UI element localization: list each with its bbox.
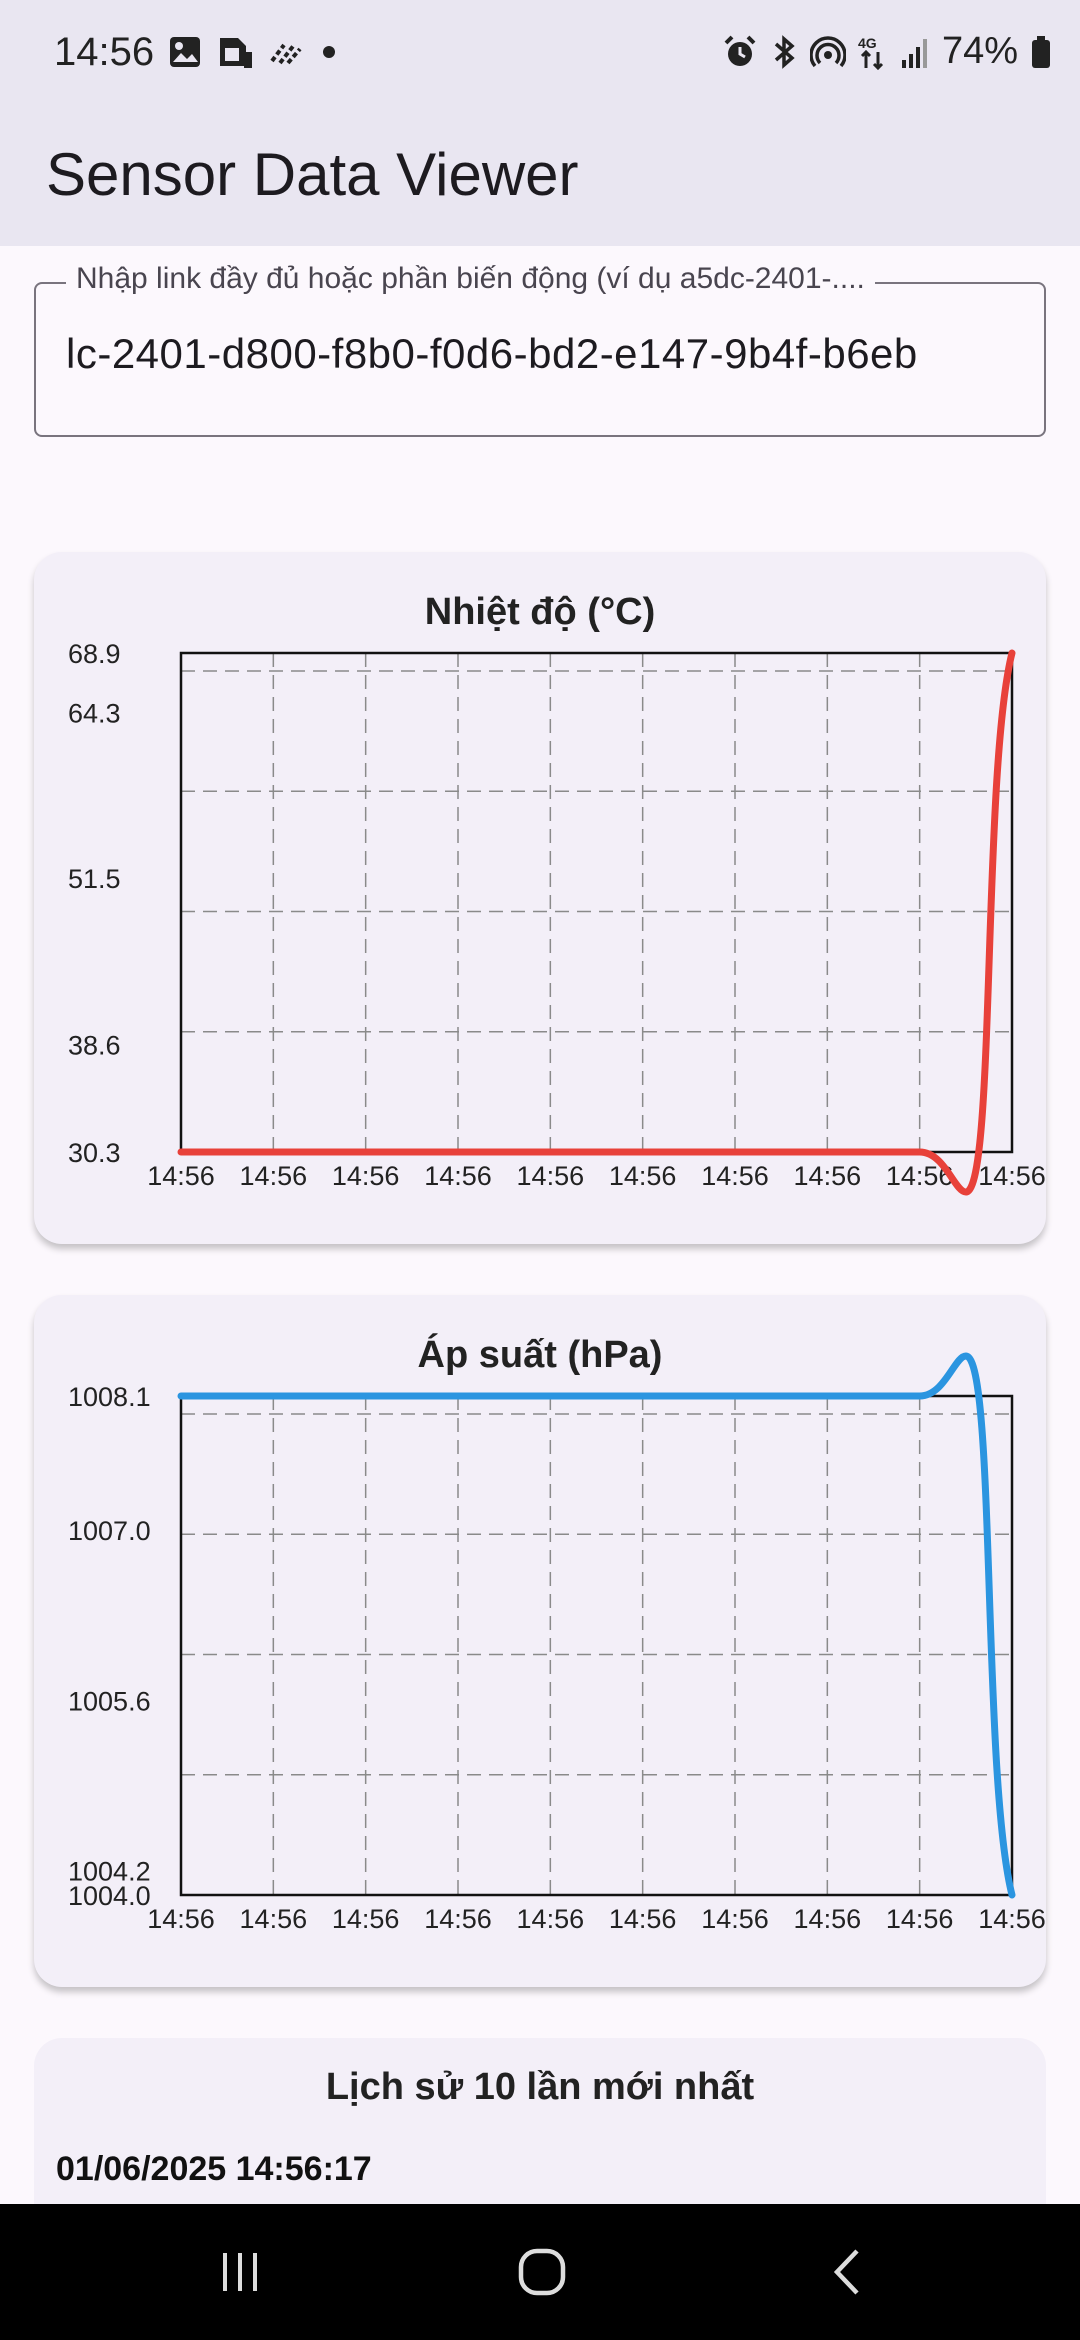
back-button[interactable]: [808, 2242, 888, 2302]
pressure-series-line: [177, 1352, 1016, 1899]
pressure-xtick-label: 14:56: [978, 1904, 1046, 1934]
pressure-ytick-label: 1004.0: [68, 1881, 151, 1911]
pressure-xtick-label: 14:56: [886, 1904, 954, 1934]
home-button[interactable]: [502, 2242, 582, 2302]
pressure-xtick-label: 14:56: [701, 1904, 769, 1934]
temperature-ytick-label: 64.3: [68, 698, 121, 728]
temperature-plot-border: [179, 651, 1014, 1154]
status-time: 14:56: [54, 30, 155, 74]
pressure-xtick-label: 14:56: [794, 1904, 862, 1934]
temperature-xtick-label: 14:56: [794, 1161, 862, 1191]
signal-icon: [901, 38, 927, 68]
status-left-icons: [168, 34, 340, 70]
data-saver-icon: [270, 43, 302, 65]
temperature-chart-card: Nhiệt độ (°C) 68.9 64.3 51.5 38.6 30.3 14:56 1…: [34, 552, 1046, 1244]
link-input-value[interactable]: lc-2401-d800-f8b0-f0d6-bd2-e147-9b4f-b6e…: [66, 330, 918, 377]
pressure-ytick-label: 1007.0: [68, 1516, 151, 1546]
image-icon: [170, 37, 200, 67]
temperature-series-line: [177, 649, 1016, 1196]
alarm-icon: [724, 35, 756, 66]
temperature-ytick-label: 30.3: [68, 1138, 121, 1168]
bluetooth-icon: [774, 34, 795, 69]
temperature-xtick-label: 14:56: [517, 1161, 585, 1191]
temperature-xtick-label: 14:56: [240, 1161, 308, 1191]
pressure-xtick-label: 14:56: [147, 1904, 215, 1934]
back-icon: [833, 2249, 859, 2295]
pressure-xtick-label: 14:56: [240, 1904, 308, 1934]
svg-text:4G: 4G: [858, 35, 877, 51]
pressure-ytick-label: 1008.1: [68, 1382, 151, 1412]
recent-apps-button[interactable]: [200, 2242, 280, 2302]
temperature-ytick-label: 68.9: [68, 639, 121, 669]
temperature-grid: [181, 653, 1012, 1152]
navigation-bar: [0, 2204, 1080, 2340]
history-entry: 01/06/2025 14:56:17: [56, 2150, 372, 2188]
pressure-xtick-label: 14:56: [332, 1904, 400, 1934]
temperature-xtick-label: 14:56: [332, 1161, 400, 1191]
sim-card-icon: [220, 38, 252, 68]
dot-icon: [323, 46, 335, 58]
temperature-xtick-label: 14:56: [978, 1161, 1046, 1191]
temperature-ytick-label: 51.5: [68, 864, 121, 894]
battery-percent: 74%: [941, 30, 1018, 72]
pressure-chart: Áp suất (hPa) 1008.1 1007.0 1005.6 1004.210…: [68, 1332, 1046, 1934]
link-input-field[interactable]: Nhập link đầy đủ hoặc phần biến động (ví…: [34, 262, 1046, 437]
home-icon: [518, 2248, 566, 2296]
temperature-xtick-label: 14:56: [147, 1161, 215, 1191]
temperature-ytick-label: 38.6: [68, 1031, 121, 1061]
link-input-label: Nhập link đầy đủ hoặc phần biến động (ví…: [66, 262, 875, 296]
temperature-chart: Nhiệt độ (°C) 68.9 64.3 51.5 38.6 30.3 14:56 1…: [68, 591, 1046, 1196]
pressure-ytick-label: 1005.6: [68, 1686, 151, 1716]
page-title: Sensor Data Viewer: [46, 141, 579, 208]
hotspot-icon: [809, 35, 846, 67]
app-bar: Sensor Data Viewer: [0, 112, 1080, 246]
history-title: Lịch sử 10 lần mới nhất: [325, 2066, 755, 2108]
network-4g-icon: 4G: [858, 35, 883, 70]
pressure-chart-title: Áp suất (hPa): [418, 1332, 663, 1376]
pressure-ytick-label: 1004.2: [68, 1857, 151, 1887]
temperature-xtick-label: 14:56: [609, 1161, 677, 1191]
status-right: 4G 74%: [722, 30, 1052, 73]
pressure-grid: [181, 1396, 1012, 1895]
temperature-xtick-label: 14:56: [701, 1161, 769, 1191]
temperature-chart-title: Nhiệt độ (°C): [425, 591, 656, 633]
recent-apps-icon: [223, 2253, 257, 2291]
status-bar: 14:56 4G 74%: [0, 0, 1080, 112]
pressure-xtick-label: 14:56: [517, 1904, 585, 1934]
pressure-xtick-label: 14:56: [609, 1904, 677, 1934]
temperature-xtick-label: 14:56: [424, 1161, 492, 1191]
pressure-chart-card: Áp suất (hPa) 1008.1 1007.0 1005.6 1004.2 10…: [34, 1295, 1046, 1987]
pressure-plot-border: [179, 1394, 1014, 1897]
battery-icon: [1032, 35, 1050, 68]
pressure-xtick-label: 14:56: [424, 1904, 492, 1934]
